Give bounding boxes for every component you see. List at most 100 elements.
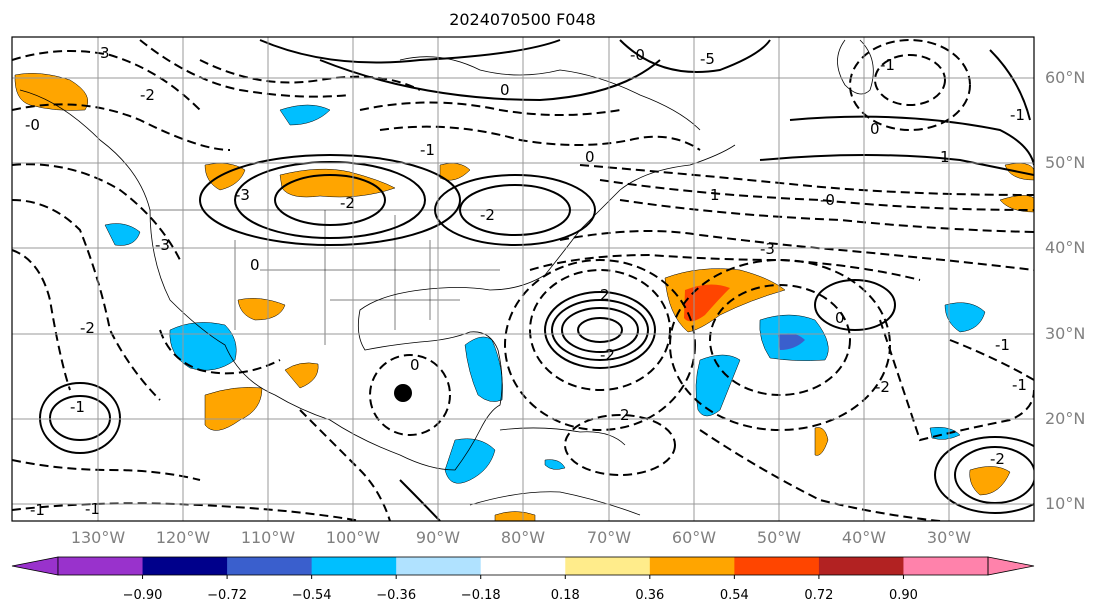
contour-label: 3: [100, 44, 110, 62]
colorbar-frame: [57, 556, 989, 576]
contour: [369, 354, 451, 436]
colorbar-tick-label: −0.36: [376, 588, 417, 603]
contour: [619, 199, 1034, 233]
contour-labels: -5 -3 -2 -2 -1 0 0 0 0 1 -1 2 -2 2 -3 -3…: [25, 44, 1027, 519]
contour: [529, 269, 671, 391]
contour: [199, 154, 461, 246]
colorbar-segment: [311, 557, 397, 575]
shade-orange: [14, 73, 89, 111]
contour: [299, 409, 391, 521]
contour-label: -2: [340, 194, 355, 212]
colorbar-segment: [142, 557, 228, 575]
contour-label: 0: [835, 309, 845, 327]
colorbar-segment: [480, 557, 566, 575]
shade-orange: [969, 466, 1011, 496]
lat-label: 60°N: [1045, 68, 1086, 87]
lon-label: 120°W: [155, 528, 211, 547]
contour-label: -0: [630, 46, 645, 64]
shade-orange: [204, 387, 263, 431]
lat-label: 30°N: [1045, 324, 1086, 343]
shade-blue: [544, 459, 566, 470]
contour-label: -1: [880, 56, 895, 74]
coast-greenland: [837, 39, 874, 95]
contour-label: -1: [1012, 376, 1027, 394]
contour: [199, 59, 421, 91]
lon-label: 100°W: [325, 528, 381, 547]
contour: [954, 446, 1034, 504]
contour-label: -2: [990, 450, 1005, 468]
contour-label: -1: [995, 336, 1010, 354]
contour: [12, 50, 201, 111]
contour: [12, 199, 161, 401]
shade-blue: [464, 336, 503, 402]
contour-label: -3: [155, 236, 170, 254]
contour: [379, 125, 701, 151]
gridlines: [12, 37, 1034, 521]
colorbar-tick-label: 0.90: [888, 588, 918, 603]
contour: [849, 39, 971, 131]
contour-label: -3: [760, 240, 775, 258]
colorbar-segment: [903, 557, 989, 575]
shade-orange: [814, 427, 829, 456]
shade-blue: [695, 354, 741, 417]
lon-label: 70°W: [586, 528, 632, 547]
contour: [319, 59, 661, 102]
lat-label: 20°N: [1045, 409, 1086, 428]
dashed-contours: [12, 39, 1034, 521]
contour-label: -2: [80, 319, 95, 337]
contour: [12, 103, 231, 151]
contour: [49, 395, 111, 441]
colorbar-tick-label: 0.18: [550, 588, 580, 603]
coast-hudson: [399, 56, 701, 131]
contour: [529, 253, 921, 281]
contour-label: -2: [875, 378, 890, 396]
colorbar-segment: [396, 557, 482, 575]
lat-label: 40°N: [1045, 238, 1086, 257]
solid-contours: [39, 39, 1034, 521]
contour-label: -1: [420, 141, 435, 159]
contour-label: -3: [235, 186, 250, 204]
contour-label: 1: [940, 148, 950, 166]
contour: [759, 154, 1034, 176]
contour: [709, 284, 851, 396]
contour: [669, 259, 891, 431]
lon-label: 40°W: [841, 528, 887, 547]
contour-label: 0: [250, 256, 260, 274]
lon-label: 60°W: [671, 528, 717, 547]
contour-label: -1: [70, 398, 85, 416]
lon-label: 30°W: [926, 528, 972, 547]
contour: [989, 49, 1031, 121]
state-borders: [150, 209, 590, 345]
contour: [159, 329, 281, 375]
coast-north-america: [19, 89, 736, 471]
colorbar-segment: [565, 557, 651, 575]
contour: [699, 429, 941, 521]
contour-label: 0: [500, 81, 510, 99]
colorbar: [11, 556, 1035, 579]
contour: [577, 317, 623, 343]
contour: [599, 179, 1034, 211]
contour-label: -5: [700, 50, 715, 68]
coastlines: [19, 39, 874, 516]
contour: [874, 54, 946, 106]
contour: [559, 230, 1034, 271]
storm-position-dot: [394, 384, 412, 402]
coast-south-america: [469, 491, 641, 516]
contour: [259, 39, 561, 64]
shade-blue: [279, 104, 331, 126]
contour: [234, 161, 426, 239]
contour: [814, 279, 896, 331]
contour-label: 2: [600, 286, 610, 304]
contour: [359, 101, 621, 116]
contour-label: -2: [480, 206, 495, 224]
contour: [561, 307, 639, 353]
contour: [434, 174, 596, 246]
contour: [789, 115, 1034, 166]
contour: [579, 164, 1034, 196]
contour: [12, 459, 201, 481]
colorbar-tick-label: 0.54: [719, 588, 749, 603]
colorbar-over-arrow: [987, 556, 1035, 576]
colorbar-tick-label: −0.54: [291, 588, 332, 603]
shade-orange: [999, 195, 1034, 213]
contour: [551, 299, 649, 361]
